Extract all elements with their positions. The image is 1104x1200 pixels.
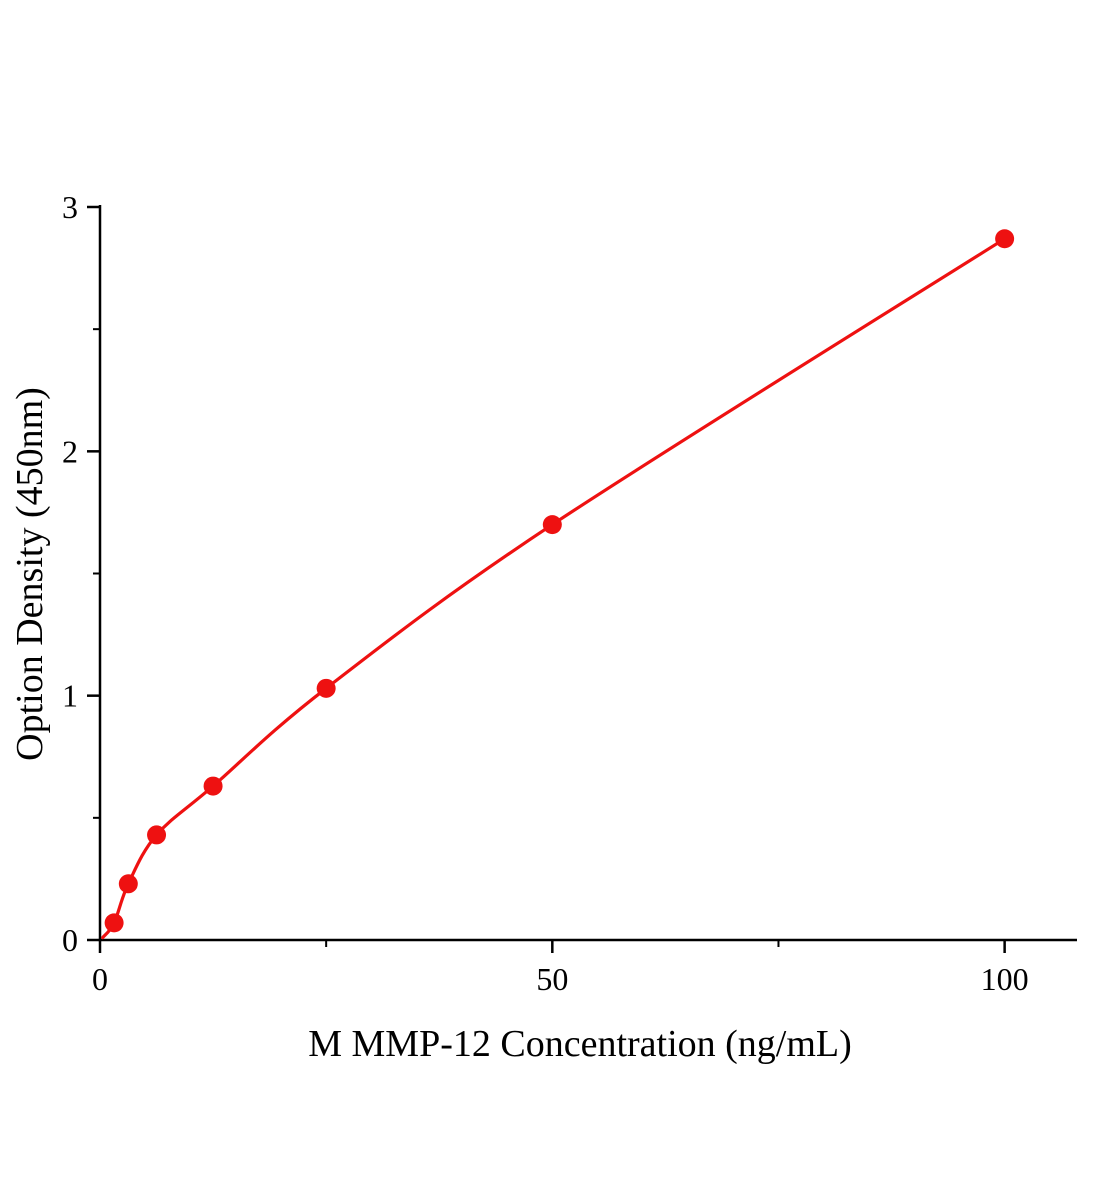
x-axis-label: M MMP-12 Concentration (ng/mL) — [308, 1023, 852, 1065]
y-tick-label: 2 — [62, 433, 78, 469]
data-point — [118, 874, 138, 894]
data-point — [147, 825, 167, 845]
fit-curve — [101, 237, 1007, 940]
x-tick-label: 50 — [536, 961, 568, 997]
y-tick-label: 0 — [62, 922, 78, 958]
data-point — [542, 515, 562, 535]
data-point — [316, 678, 336, 698]
y-tick-label: 3 — [62, 189, 78, 225]
y-tick-label: 1 — [62, 678, 78, 714]
plot-area: 0 50 100 0 1 2 3 — [62, 189, 1077, 997]
data-point — [203, 776, 223, 796]
data-point — [104, 913, 124, 933]
x-tick-label: 0 — [92, 961, 108, 997]
data-point — [995, 229, 1015, 249]
y-axis-label: Option Density (450nm) — [9, 387, 51, 761]
x-tick-label: 100 — [981, 961, 1029, 997]
